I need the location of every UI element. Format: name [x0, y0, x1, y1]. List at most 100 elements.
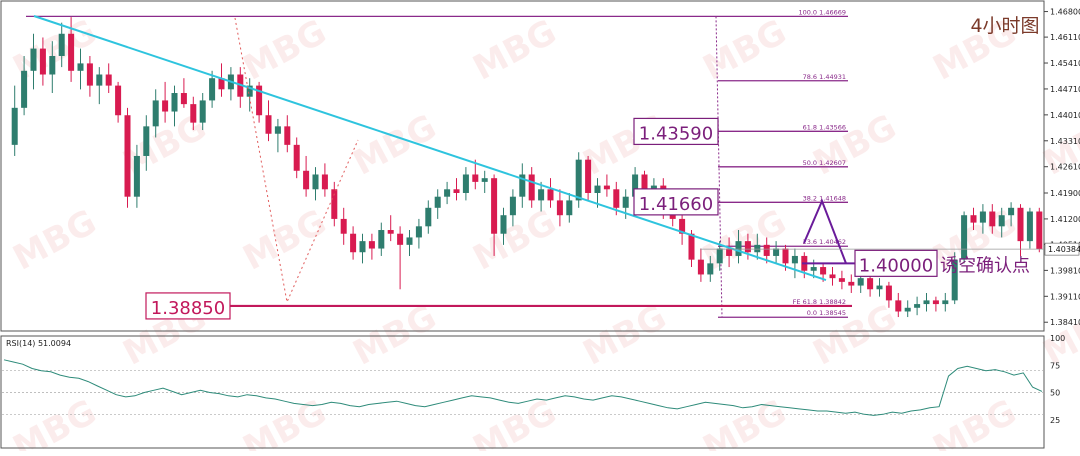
candle-body: [1036, 211, 1043, 250]
price-tick-label: 1.41900: [1050, 189, 1080, 198]
candle-body: [218, 78, 225, 90]
candle-body: [105, 74, 112, 86]
candle-body: [979, 211, 986, 223]
candle-body: [904, 307, 911, 312]
candle-body: [303, 170, 310, 190]
candle-body: [773, 248, 780, 256]
candle-body: [914, 304, 921, 308]
annotation-143590-box: [633, 117, 719, 146]
fib-level-label: 100.0 1.46669: [798, 8, 846, 16]
candle-body: [509, 196, 516, 216]
candle-body: [77, 63, 84, 71]
watermark-text: MBG: [347, 297, 443, 373]
candle-body: [961, 215, 968, 260]
candle-body: [519, 174, 526, 197]
watermark-text: MBG: [237, 12, 333, 88]
rsi-tick-label: 50: [1050, 389, 1060, 398]
drawn-lines: [33, 15, 858, 308]
candle-body: [716, 248, 723, 264]
candle-body: [726, 248, 733, 256]
candle-body: [387, 230, 394, 234]
candle-body: [143, 126, 150, 156]
candle-body: [932, 300, 939, 305]
candle-body: [763, 244, 770, 256]
price-tick-label: 1.46110: [1050, 33, 1080, 42]
candle-body: [885, 285, 892, 301]
rsi-indicator-label: RSI(14) 51.0094: [6, 339, 71, 348]
candle-body: [274, 126, 281, 134]
annotation-140000-label: 1.40000: [859, 255, 933, 276]
candle-body: [707, 263, 714, 275]
annotation-138850-label: 1.38850: [151, 298, 225, 319]
candle-body: [679, 218, 686, 234]
candle-body: [434, 196, 441, 208]
watermark-text: MBG: [577, 297, 673, 373]
candle-body: [820, 267, 827, 275]
rsi-line: [3, 359, 1043, 416]
current-price-box: [1044, 242, 1080, 256]
candle-body: [444, 189, 451, 197]
elliott-zigzag-line: [234, 17, 359, 304]
candle-body: [453, 189, 460, 193]
candle-body: [547, 189, 554, 201]
price-tick-label: 1.44710: [1050, 85, 1080, 94]
watermark-text: MBG: [7, 392, 103, 451]
price-tick-label: 1.43310: [1050, 137, 1080, 146]
candle-body: [697, 259, 704, 275]
watermark-text: MBG: [467, 392, 563, 451]
candle-body: [566, 200, 573, 216]
fib-level-label: 61.8 1.43566: [803, 123, 846, 131]
candle-body: [1026, 211, 1033, 242]
candle-body: [49, 55, 56, 75]
price-tick-label: 1.44010: [1050, 111, 1080, 120]
candle-body: [942, 300, 949, 305]
candle-body: [162, 100, 169, 112]
candle-body: [124, 115, 131, 197]
candle-body: [378, 230, 385, 249]
watermark-text: MBG: [347, 107, 443, 183]
watermark-text: MBG: [467, 12, 563, 88]
current-price-label: 1.40384: [1048, 245, 1080, 254]
candle-body: [838, 278, 845, 282]
candle-body: [133, 155, 140, 197]
candle-body: [462, 174, 469, 193]
candle-body: [735, 241, 742, 256]
watermark-text: MBG: [697, 12, 793, 88]
timeframe-label: 4小时图: [970, 15, 1039, 37]
candle-body: [406, 237, 413, 245]
candle-body: [425, 207, 432, 227]
candle-body: [998, 215, 1005, 227]
candle-body: [472, 174, 479, 182]
candle-body: [970, 215, 977, 223]
candle-body: [613, 189, 620, 208]
candle-body: [11, 107, 18, 145]
candle-body: [350, 233, 357, 253]
candle-body: [528, 174, 535, 201]
price-tick-label: 1.38410: [1050, 318, 1080, 327]
candle-body: [641, 174, 648, 197]
candle-body: [30, 48, 37, 71]
candle-body: [895, 300, 902, 312]
candle-body: [312, 174, 319, 190]
fib-level-label: 0.0 1.38545: [807, 309, 846, 317]
rsi-tick-label: 100: [1050, 334, 1065, 343]
fib-level-label: 78.6 1.44931: [803, 73, 846, 81]
candle-body: [171, 93, 178, 112]
triangle-pattern-line: [803, 198, 847, 264]
candle-body: [1017, 207, 1024, 242]
price-tick-label: 1.39110: [1050, 292, 1080, 301]
price-tick-label: 1.46800: [1050, 8, 1080, 17]
candle-body: [876, 285, 883, 290]
candle-body: [791, 255, 798, 264]
candle-body: [594, 185, 601, 193]
fib-level-label: 38.2 1.41648: [803, 194, 846, 202]
candle-body: [857, 278, 864, 286]
candle-body: [284, 126, 291, 145]
annotation-143590-label: 1.43590: [639, 123, 713, 144]
annotation-141660-label: 1.41660: [639, 194, 713, 215]
candle-body: [321, 174, 328, 190]
annotation-140000-note: 诱空确认点: [940, 255, 1030, 276]
